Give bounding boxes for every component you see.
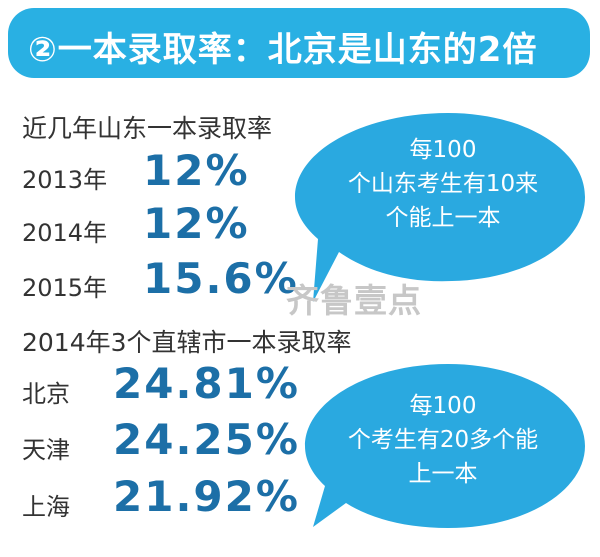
row-value-shanghai: 21.92%	[113, 472, 300, 521]
section-title-cities: 2014年3个直辖市一本录取率	[22, 328, 352, 357]
watermark-logo: 齐鲁壹点	[286, 281, 422, 320]
bubble-text-shandong: 每100 个山东考生有10来 个能上一本	[308, 133, 578, 235]
row-value-2015: 15.6%	[143, 254, 299, 303]
bubble-line: 个山东考生有10来	[347, 171, 539, 197]
bubble-line: 上一本	[408, 461, 478, 487]
header-banner: ②一本录取率：北京是山东的2倍	[8, 8, 590, 78]
section-title-shandong: 近几年山东一本录取率	[22, 114, 273, 143]
row-label-2015: 2015年	[22, 274, 108, 302]
bubble-line: 个考生有20多个能	[347, 427, 539, 453]
bubble-line: 个能上一本	[385, 205, 501, 231]
row-label-tianjin: 天津	[22, 436, 70, 464]
bubble-line: 每100	[409, 393, 477, 419]
speech-bubble-shandong	[295, 113, 585, 302]
row-label-beijing: 北京	[22, 380, 70, 408]
row-value-beijing: 24.81%	[113, 359, 300, 408]
row-value-2014: 12%	[143, 199, 250, 248]
page-title: ②一本录取率：北京是山东的2倍	[28, 30, 538, 70]
bubble-line: 每100	[409, 137, 477, 163]
row-value-2013: 12%	[143, 146, 250, 195]
row-label-2013: 2013年	[22, 166, 108, 194]
speech-bubble-cities	[305, 364, 585, 528]
row-label-shanghai: 上海	[22, 493, 70, 521]
row-value-tianjin: 24.25%	[113, 415, 300, 464]
bubble-text-cities: 每100 个考生有20多个能 上一本	[308, 389, 578, 491]
row-label-2014: 2014年	[22, 219, 108, 247]
